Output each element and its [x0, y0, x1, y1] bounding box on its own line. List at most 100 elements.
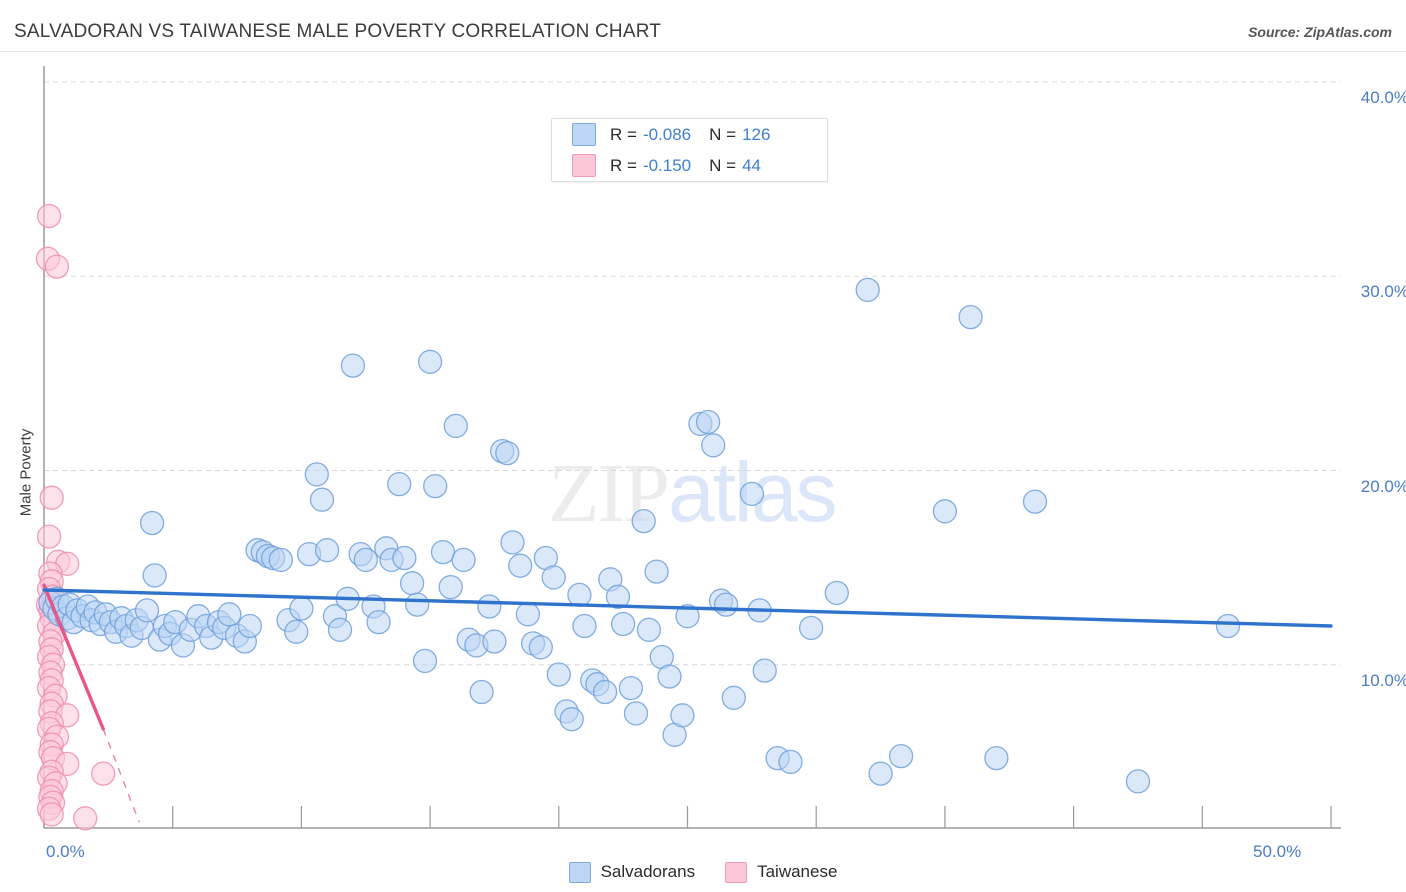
stat-r-value-taiwanese: -0.150: [642, 155, 692, 175]
data-point: [309, 487, 335, 512]
stat-row-salvadorans: R = -0.086 N = 126: [552, 119, 827, 150]
data-point: [139, 510, 165, 536]
data-point: [451, 547, 476, 573]
gridlines: [44, 81, 1341, 666]
correlation-stats-box: R = -0.086 N = 126 R = -0.150 N = 44: [551, 118, 828, 182]
data-point: [984, 745, 1009, 771]
data-point: [417, 349, 443, 374]
scatter-canvas: [35, 66, 1341, 831]
salvadorans-points: [38, 277, 1241, 794]
data-point: [284, 619, 309, 644]
data-point: [605, 584, 631, 609]
data-point: [932, 499, 958, 524]
data-point: [353, 547, 378, 573]
data-point: [546, 662, 571, 687]
data-point: [855, 277, 880, 303]
stat-swatch-taiwanese: [572, 154, 596, 177]
data-point: [824, 580, 849, 606]
y-axis-tick-label: 20.0%: [1360, 476, 1406, 496]
y-axis-tick-label: 30.0%: [1360, 282, 1406, 302]
data-point: [217, 602, 242, 627]
stat-swatch-salvadorans: [572, 123, 596, 146]
source-attribution: Source: ZipAtlas.com: [1248, 24, 1392, 40]
stat-r-label-taiwanese: R =: [610, 155, 637, 175]
data-point: [36, 524, 62, 549]
chart-header: SALVADORAN VS TAIWANESE MALE POVERTY COR…: [0, 0, 1406, 52]
data-point: [289, 596, 314, 621]
data-point: [657, 664, 682, 689]
salvadorans-trendline: [42, 588, 1333, 628]
data-point: [44, 254, 70, 279]
x-axis-tick-label: 50.0%: [1253, 842, 1302, 861]
taiwanese-points: [35, 203, 116, 831]
stat-n-label-salvadorans: N =: [709, 124, 737, 144]
data-point: [423, 473, 448, 499]
data-point: [387, 471, 412, 497]
data-point: [327, 617, 353, 642]
x-axis-tick-label: 0.0%: [46, 842, 85, 861]
legend-label-salvadorans: Salvadorans: [600, 862, 696, 881]
data-point: [1022, 489, 1048, 514]
data-point: [752, 658, 777, 683]
legend-item-taiwanese[interactable]: Taiwanese: [725, 861, 838, 883]
data-point: [304, 462, 329, 487]
stat-n-value-salvadorans: 126: [742, 124, 771, 144]
data-point: [958, 304, 983, 330]
data-point: [739, 481, 765, 507]
data-point: [366, 609, 391, 635]
chart-plot-area: ZIPatlas Male Poverty 10.0%20.0%30.0%40.…: [0, 52, 1406, 892]
data-point: [695, 409, 721, 435]
data-point: [477, 594, 502, 619]
data-point: [443, 413, 468, 439]
legend-swatch-taiwanese: [725, 861, 748, 883]
data-point: [39, 485, 64, 510]
data-point: [142, 563, 167, 588]
data-point: [495, 440, 520, 466]
data-point: [268, 547, 293, 573]
y-axis-tick-label: 40.0%: [1360, 88, 1406, 107]
legend-label-taiwanese: Taiwanese: [757, 862, 838, 881]
data-point: [868, 761, 893, 786]
data-point: [515, 602, 541, 627]
data-point: [701, 433, 726, 458]
data-point: [572, 613, 597, 639]
page-title: SALVADORAN VS TAIWANESE MALE POVERTY COR…: [14, 21, 662, 42]
data-point: [412, 648, 438, 674]
legend-item-salvadorans[interactable]: Salvadorans: [568, 861, 696, 883]
data-point: [438, 574, 463, 600]
data-point: [610, 611, 636, 637]
stat-r-value-salvadorans: -0.086: [642, 124, 692, 144]
data-point: [237, 613, 263, 639]
data-point: [559, 707, 584, 732]
data-point: [618, 675, 644, 701]
data-point: [91, 761, 116, 786]
data-point: [670, 703, 695, 728]
data-point: [528, 635, 553, 660]
data-point: [1125, 769, 1151, 794]
data-point: [592, 679, 618, 705]
data-point: [1215, 613, 1241, 639]
data-point: [39, 802, 64, 827]
stat-r-label-salvadorans: R =: [610, 124, 637, 144]
data-point: [340, 353, 366, 378]
data-point: [405, 592, 430, 617]
data-point: [469, 679, 494, 705]
y-axis-title: Male Poverty: [17, 428, 35, 517]
data-point: [623, 701, 649, 726]
data-point: [482, 629, 507, 654]
series-legend: Salvadorans Taiwanese: [0, 852, 1406, 892]
data-point: [721, 685, 746, 710]
data-point: [430, 539, 456, 565]
data-point: [134, 598, 160, 623]
data-point: [798, 615, 824, 641]
data-point: [636, 617, 662, 642]
y-axis-tick-label: 10.0%: [1360, 670, 1406, 690]
data-point: [778, 749, 803, 775]
data-point: [73, 806, 98, 831]
data-point: [888, 743, 914, 769]
data-point: [567, 582, 592, 608]
data-point: [541, 565, 566, 590]
data-point: [36, 203, 62, 229]
data-point: [631, 508, 656, 534]
x-tick-marks: [43, 806, 1332, 828]
